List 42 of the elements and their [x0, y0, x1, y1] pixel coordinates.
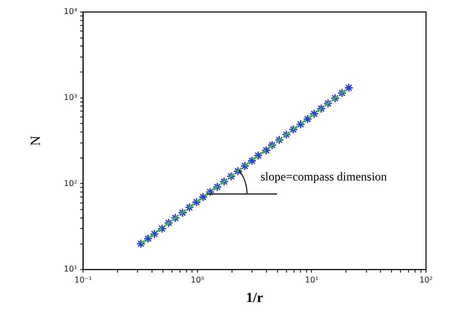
point — [178, 208, 188, 218]
point — [184, 202, 194, 212]
point — [282, 130, 292, 140]
x-tick-label: 10⁻¹ — [74, 275, 92, 284]
x-axis-title: 1/r — [246, 291, 264, 306]
point — [136, 239, 146, 248]
point — [170, 213, 180, 223]
y-tick-label: 10¹ — [64, 264, 78, 274]
point — [143, 234, 153, 244]
y-tick-label: 10⁴ — [64, 7, 78, 16]
point — [288, 124, 298, 134]
point — [267, 140, 277, 150]
point — [323, 98, 333, 108]
point — [330, 94, 340, 103]
point — [247, 156, 257, 166]
y-axis-title: N — [29, 136, 44, 146]
point — [337, 88, 347, 98]
point — [226, 172, 236, 181]
point — [150, 229, 160, 239]
point — [198, 192, 208, 202]
point — [219, 176, 229, 186]
point — [157, 224, 167, 234]
point — [254, 150, 263, 160]
point — [262, 146, 271, 155]
annotation: slope=compass dimension — [260, 170, 387, 184]
point — [164, 218, 174, 228]
point — [316, 104, 326, 114]
y-tick-label: 10³ — [64, 92, 78, 102]
point — [192, 198, 202, 207]
point — [205, 187, 215, 197]
point — [274, 135, 284, 145]
point — [344, 83, 354, 92]
x-tick-label: 10⁰ — [190, 275, 204, 284]
x-tick-label: 10¹ — [305, 275, 318, 284]
point — [302, 114, 312, 124]
point — [240, 161, 250, 171]
point — [296, 120, 306, 129]
point — [233, 166, 243, 176]
y-tick-label: 10² — [64, 178, 78, 188]
x-tick-label: 10² — [419, 275, 433, 284]
point — [310, 109, 319, 118]
point — [212, 182, 222, 192]
